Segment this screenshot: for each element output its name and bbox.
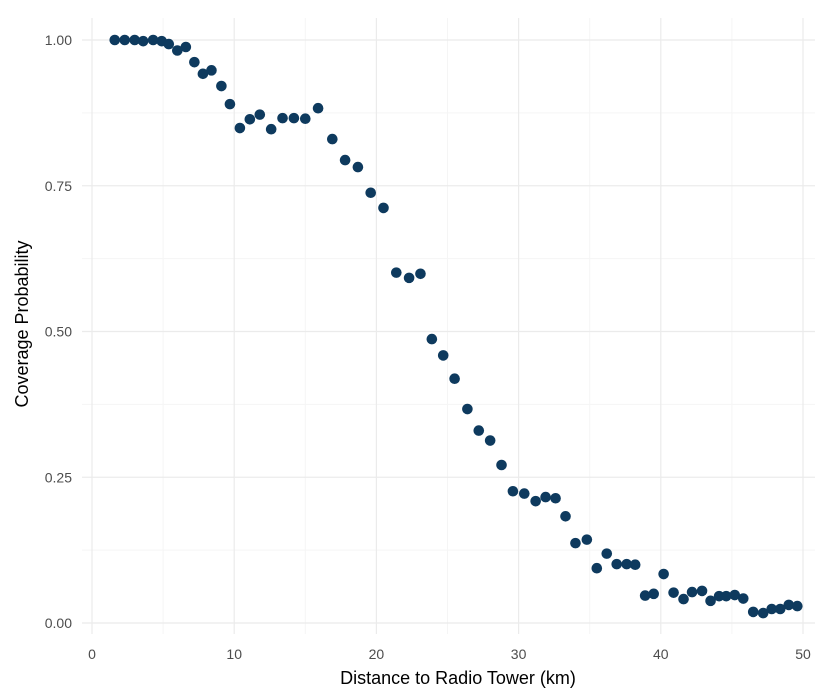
data-point <box>265 123 277 135</box>
data-point <box>378 202 389 214</box>
data-point <box>391 267 402 278</box>
data-point <box>137 35 149 47</box>
data-point <box>737 593 749 604</box>
data-point <box>611 558 623 570</box>
grid <box>82 18 815 634</box>
data-point <box>254 109 266 120</box>
data-point <box>365 187 377 199</box>
x-tick-label: 0 <box>88 646 96 662</box>
x-tick-label: 10 <box>226 646 242 662</box>
data-point <box>648 588 659 600</box>
data-point <box>507 485 519 497</box>
data-point <box>530 495 541 507</box>
y-tick-label: 1.00 <box>45 32 72 48</box>
data-point <box>540 491 551 503</box>
data-point <box>658 568 669 580</box>
y-tick-label: 0.75 <box>45 178 72 194</box>
data-point <box>774 603 786 615</box>
x-axis-title: Distance to Radio Tower (km) <box>340 668 576 688</box>
data-point <box>327 133 338 145</box>
x-tick-label: 40 <box>653 646 669 662</box>
data-point <box>639 590 651 601</box>
data-point <box>147 34 159 46</box>
data-point <box>678 593 689 605</box>
data-point <box>591 562 603 574</box>
data-point <box>109 34 121 46</box>
data-point <box>288 112 300 124</box>
data-point <box>180 41 192 53</box>
data-point <box>352 161 364 173</box>
data-point <box>206 65 217 76</box>
y-tick-label: 0.00 <box>45 615 72 631</box>
data-point <box>129 34 140 46</box>
data-point <box>601 548 613 559</box>
data-point <box>415 268 426 280</box>
y-axis-title: Coverage Probability <box>12 240 32 407</box>
data-point <box>163 38 175 50</box>
data-point <box>570 537 581 549</box>
data-point <box>172 45 183 56</box>
data-point <box>766 603 778 615</box>
data-point <box>189 56 200 68</box>
data-points <box>109 34 803 619</box>
data-point <box>668 587 679 598</box>
data-point <box>216 80 227 92</box>
data-point <box>312 102 324 114</box>
data-point <box>496 459 507 471</box>
data-point <box>581 534 593 545</box>
data-point <box>277 112 288 124</box>
data-point <box>300 113 311 125</box>
data-point <box>473 425 485 436</box>
data-point <box>449 373 460 385</box>
data-point <box>462 403 473 415</box>
data-point <box>705 595 716 607</box>
x-axis-ticks: 0 10 20 30 40 50 <box>88 646 811 662</box>
data-point <box>244 113 256 125</box>
data-point <box>550 492 561 504</box>
x-tick-label: 20 <box>369 646 385 662</box>
y-tick-label: 0.50 <box>45 324 72 340</box>
data-point <box>437 350 449 361</box>
data-point <box>560 511 571 522</box>
data-point <box>720 590 732 602</box>
data-point <box>484 435 496 446</box>
data-point <box>783 599 795 611</box>
data-point <box>426 333 438 345</box>
data-point <box>792 600 803 612</box>
y-tick-label: 0.25 <box>45 469 72 485</box>
y-axis-ticks: 0.00 0.25 0.50 0.75 1.00 <box>45 32 72 631</box>
data-point <box>621 558 632 570</box>
data-point <box>234 122 246 134</box>
data-point <box>119 34 131 46</box>
data-point <box>686 586 698 598</box>
data-point <box>629 559 641 570</box>
data-point <box>518 488 530 499</box>
x-tick-label: 50 <box>795 646 811 662</box>
data-point <box>729 589 741 601</box>
data-point <box>696 585 708 597</box>
data-point <box>747 606 759 618</box>
data-point <box>403 272 415 284</box>
x-tick-label: 30 <box>511 646 527 662</box>
data-point <box>197 68 209 80</box>
data-point <box>757 607 769 619</box>
data-point <box>339 154 351 166</box>
data-point <box>224 98 236 110</box>
